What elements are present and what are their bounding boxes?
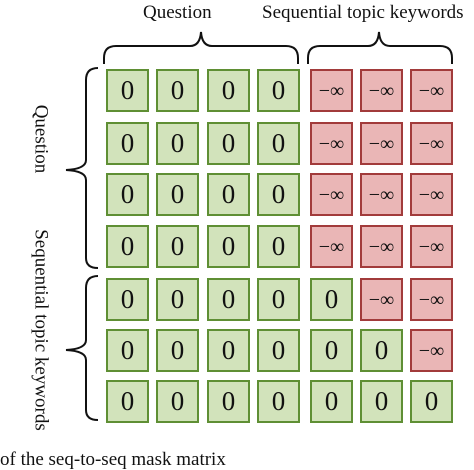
matrix-cell-r0-c3: 0 [257,69,300,112]
matrix-cell-r3-c6: −∞ [410,225,453,268]
matrix-cell-r2-c4: −∞ [310,173,353,216]
matrix-cell-r2-c6: −∞ [410,173,453,216]
top-label-keywords: Sequential topic keywords [262,2,464,23]
matrix-cell-r1-c6: −∞ [410,122,453,165]
top-label-question: Question [143,2,212,23]
left-label-question: Question [30,104,52,174]
matrix-cell-r6-c4: 0 [310,380,353,423]
matrix-cell-r2-c5: −∞ [360,173,403,216]
matrix-cell-r3-c1: 0 [156,225,199,268]
matrix-cell-r5-c4: 0 [310,329,353,372]
matrix-cell-r6-c1: 0 [156,380,199,423]
braces [65,31,453,421]
matrix-cell-r4-c2: 0 [207,278,250,321]
matrix-cell-r0-c5: −∞ [360,69,403,112]
matrix-cell-r3-c5: −∞ [360,225,403,268]
matrix-cell-r0-c0: 0 [106,69,149,112]
left-brace-keywords [65,275,99,421]
matrix-cell-r3-c0: 0 [106,225,149,268]
left-brace-question [65,67,99,269]
matrix-cell-r6-c5: 0 [360,380,403,423]
matrix-cell-r6-c2: 0 [207,380,250,423]
matrix-cell-r0-c4: −∞ [310,69,353,112]
matrix-cell-r1-c3: 0 [257,122,300,165]
matrix-cell-r3-c2: 0 [207,225,250,268]
matrix-cell-r2-c1: 0 [156,173,199,216]
matrix-cell-r5-c5: 0 [360,329,403,372]
matrix-cell-r4-c3: 0 [257,278,300,321]
matrix-cell-r2-c3: 0 [257,173,300,216]
matrix-cell-r3-c4: −∞ [310,225,353,268]
matrix-cell-r6-c3: 0 [257,380,300,423]
matrix-cell-r0-c6: −∞ [410,69,453,112]
left-label-keywords: Sequential topic keywords [30,229,52,431]
matrix-cell-r3-c3: 0 [257,225,300,268]
top-brace-question [103,31,299,64]
matrix-cell-r5-c3: 0 [257,329,300,372]
matrix-cell-r5-c2: 0 [207,329,250,372]
matrix-cell-r5-c6: −∞ [410,329,453,372]
matrix-cell-r2-c0: 0 [106,173,149,216]
matrix-cell-r1-c5: −∞ [360,122,403,165]
matrix-cell-r4-c1: 0 [156,278,199,321]
mask-matrix-figure: Question Sequential topic keywords Quest… [0,2,464,469]
matrix-cell-r4-c6: −∞ [410,278,453,321]
matrix-cell-r5-c0: 0 [106,329,149,372]
matrix-cell-r2-c2: 0 [207,173,250,216]
matrix-cell-r4-c0: 0 [106,278,149,321]
matrix-cell-r6-c6: 0 [410,380,453,423]
matrix-cell-r0-c2: 0 [207,69,250,112]
matrix-cell-r6-c0: 0 [106,380,149,423]
matrix-cell-r4-c4: 0 [310,278,353,321]
top-brace-keywords [307,31,453,64]
matrix-cell-r0-c1: 0 [156,69,199,112]
matrix-cell-r5-c1: 0 [156,329,199,372]
matrix-cell-r1-c4: −∞ [310,122,353,165]
matrix-cell-r1-c1: 0 [156,122,199,165]
matrix-cell-r1-c0: 0 [106,122,149,165]
matrix-cell-r4-c5: −∞ [360,278,403,321]
matrix-cell-r1-c2: 0 [207,122,250,165]
